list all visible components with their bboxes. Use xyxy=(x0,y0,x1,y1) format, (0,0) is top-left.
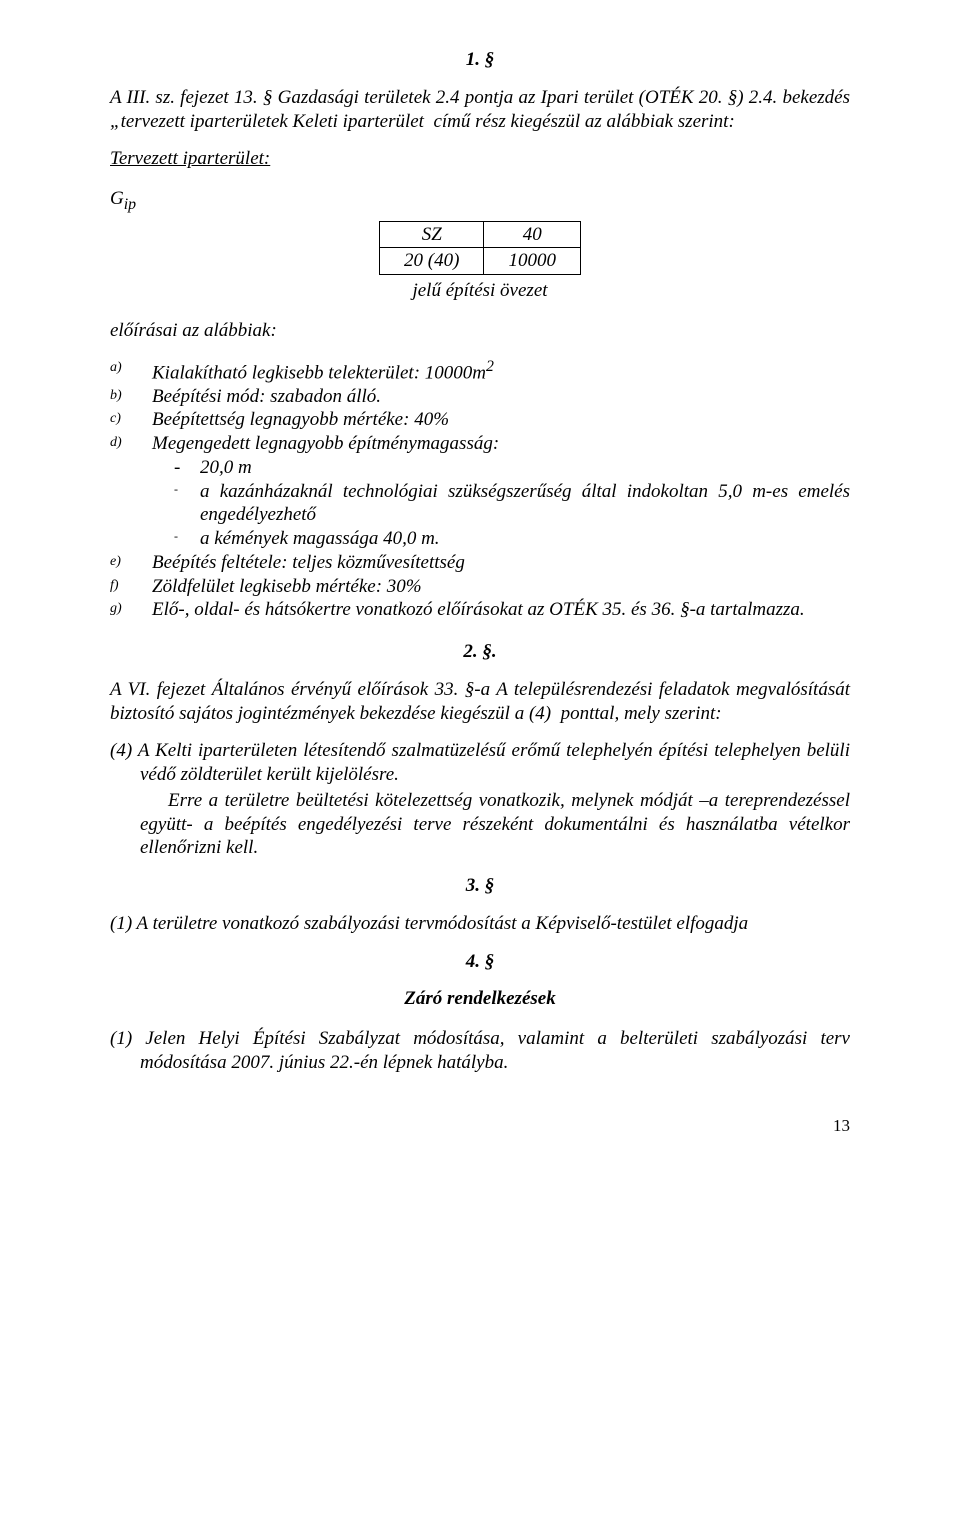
item-f-label: f) xyxy=(110,575,152,595)
list-item: b) Beépítési mód: szabadon álló. xyxy=(110,385,850,409)
list-item: e) Beépítés feltétele: teljes közművesít… xyxy=(110,551,850,575)
item-c-label: c) xyxy=(110,408,152,428)
cell-20-40: 20 (40) xyxy=(380,248,484,275)
section-1-intro: A III. sz. fejezet 13. § Gazdasági terül… xyxy=(110,86,850,134)
section-3-p1: (1) A területre vonatkozó szabályozási t… xyxy=(110,912,850,936)
list-item: -a kazánházaknál technológiai szükségsze… xyxy=(174,480,850,528)
cell-sz: SZ xyxy=(380,221,484,248)
sub1: 20,0 m xyxy=(200,456,850,480)
section-2-number: 2. §. xyxy=(110,640,850,664)
item-c-text: Beépítettség legnagyobb mértéke: 40% xyxy=(152,408,850,432)
table-caption: jelű építési övezet xyxy=(110,279,850,303)
list-item: d) Megengedett legnagyobb építménymagass… xyxy=(110,432,850,551)
sub2: a kazánházaknál technológiai szükségszer… xyxy=(200,480,850,528)
table-row: 20 (40) 10000 xyxy=(380,248,581,275)
pre-list-text: előírásai az alábbiak: xyxy=(110,319,850,343)
item-g-text: Elő-, oldal- és hátsókertre vonatkozó el… xyxy=(152,598,850,622)
table-row: SZ 40 xyxy=(380,221,581,248)
section-1-subheading: Tervezett iparterület: xyxy=(110,147,850,171)
item-a-pre: Kialakítható legkisebb telekterület: 100… xyxy=(152,362,486,383)
sub3: a kémények magassága 40,0 m. xyxy=(200,527,850,551)
gip-g: G xyxy=(110,188,124,209)
page-number: 13 xyxy=(110,1115,850,1136)
section-2-p3: Erre a területre beültetési kötelezettsé… xyxy=(140,789,850,860)
item-e-label: e) xyxy=(110,551,152,571)
gip-symbol: Gip xyxy=(110,187,850,215)
dash-icon: - xyxy=(174,527,200,544)
cell-10000: 10000 xyxy=(484,248,581,275)
list-item: -a kémények magassága 40,0 m. xyxy=(174,527,850,551)
item-f-text: Zöldfelület legkisebb mértéke: 30% xyxy=(152,575,850,599)
section-4-heading: Záró rendelkezések xyxy=(110,987,850,1011)
item-g-label: g) xyxy=(110,598,152,618)
list-item: g) Elő-, oldal- és hátsókertre vonatkozó… xyxy=(110,598,850,622)
dash-icon: - xyxy=(174,480,200,497)
item-d-text: Megengedett legnagyobb építménymagasság:… xyxy=(152,432,850,551)
section-1-number: 1. § xyxy=(110,48,850,72)
item-a-text: Kialakítható legkisebb telekterület: 100… xyxy=(152,357,850,385)
item-b-label: b) xyxy=(110,385,152,405)
list-item: c) Beépítettség legnagyobb mértéke: 40% xyxy=(110,408,850,432)
list-item: a) Kialakítható legkisebb telekterület: … xyxy=(110,357,850,385)
list-item: -20,0 m xyxy=(174,456,850,480)
list-item: f) Zöldfelület legkisebb mértéke: 30% xyxy=(110,575,850,599)
item-b-text: Beépítési mód: szabadon álló. xyxy=(152,385,850,409)
section-4-p1: (1) Jelen Helyi Építési Szabályzat módos… xyxy=(110,1027,850,1075)
section-2-p1: A VI. fejezet Általános érvényű előíráso… xyxy=(110,678,850,726)
lettered-list: a) Kialakítható legkisebb telekterület: … xyxy=(110,357,850,623)
cell-40: 40 xyxy=(484,221,581,248)
item-d-sublist: -20,0 m -a kazánházaknál technológiai sz… xyxy=(152,456,850,551)
zone-table: SZ 40 20 (40) 10000 xyxy=(379,221,581,276)
item-a-sup: 2 xyxy=(486,358,494,375)
section-4-number: 4. § xyxy=(110,950,850,974)
section-3-number: 3. § xyxy=(110,874,850,898)
item-d-head: Megengedett legnagyobb építménymagasság: xyxy=(152,433,499,454)
section-2-p2: (4) A Kelti iparterületen létesítendő sz… xyxy=(110,739,850,787)
dash-icon: - xyxy=(174,456,200,480)
item-a-label: a) xyxy=(110,357,152,377)
item-d-label: d) xyxy=(110,432,152,452)
gip-sub: ip xyxy=(124,196,136,213)
item-e-text: Beépítés feltétele: teljes közművesített… xyxy=(152,551,850,575)
